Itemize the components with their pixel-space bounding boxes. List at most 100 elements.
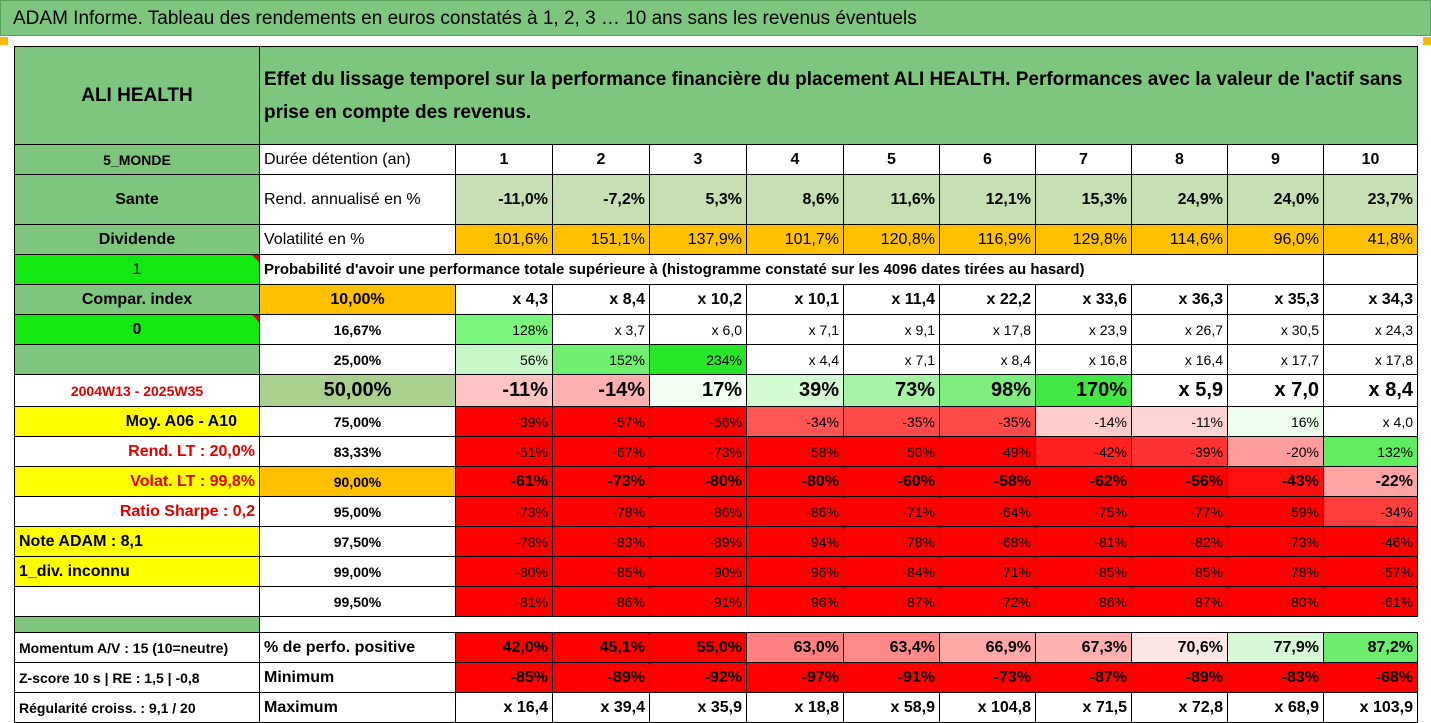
year-header: 8 (1131, 144, 1228, 175)
prob-cell: x 16,8 (1035, 344, 1132, 375)
prob-cell: -73% (552, 466, 650, 497)
prob-cell: -90% (649, 556, 747, 587)
prob-cell: x 16,4 (1131, 344, 1228, 375)
vol-label: Volatilité en % (259, 224, 456, 255)
vol-cell: 116,9% (939, 224, 1036, 255)
volat-lt-label: Volat. LT : 99,8% (14, 466, 260, 497)
min-cell: -85% (455, 662, 553, 693)
prob-cell: 39% (746, 374, 844, 407)
dividend-label: Dividende (14, 224, 260, 255)
rend-cell: 15,3% (1035, 174, 1132, 225)
prob-cell: -42% (1035, 436, 1132, 467)
prob-cell: -46% (1323, 526, 1418, 557)
min-cell: -89% (1131, 662, 1228, 693)
prob-cell: -49% (939, 436, 1036, 467)
report-title: ADAM Informe. Tableau des rendements en … (0, 0, 1431, 36)
bottom-row: Régularité croiss. : 9,1 / 20 Maximum x 16… (14, 692, 1418, 723)
sector-label: Sante (14, 174, 260, 225)
spacer-row (14, 616, 1418, 633)
prob-title-row: 1 Probabilité d'avoir une performance to… (14, 254, 1418, 285)
prob-cell: -78% (843, 526, 940, 557)
empty-cell (14, 344, 260, 375)
year-header: 1 (455, 144, 553, 175)
prob-cell: -78% (1227, 556, 1324, 587)
prob-cell: -87% (1131, 586, 1228, 617)
prob-cell: -86% (649, 496, 747, 527)
prob-cell: -96% (746, 556, 844, 587)
empty-cell (1323, 254, 1418, 285)
probability-label: 50,00% (259, 374, 456, 407)
year-header: 9 (1227, 144, 1324, 175)
prob-cell: x 5,9 (1131, 374, 1228, 407)
prob-cell: -85% (552, 556, 650, 587)
prob-cell: -61% (455, 466, 553, 497)
prob-cell: -60% (843, 466, 940, 497)
prob-cell: -80% (649, 466, 747, 497)
prob-cell: x 34,3 (1323, 284, 1418, 315)
pos-cell: 70,6% (1131, 632, 1228, 663)
max-cell: x 68,9 (1227, 692, 1324, 723)
prob-cell: -43% (1227, 466, 1324, 497)
prob-cell: x 24,3 (1323, 314, 1418, 345)
prob-row: 0 16,67% 128% x 3,7 x 6,0 x 7,1 x 9,1 x 17,8 x 2… (14, 314, 1418, 345)
year-header: 2 (552, 144, 650, 175)
prob-cell: -96% (746, 586, 844, 617)
rend-cell: 12,1% (939, 174, 1036, 225)
vol-cell: 101,7% (746, 224, 844, 255)
rend-cell: 24,9% (1131, 174, 1228, 225)
prob-row: 99,50% -81% -86% -91% -96% -87% -72% -86% -87% -8… (14, 586, 1418, 617)
note-label: Note ADAM : 8,1 (14, 526, 260, 557)
period-label: 2004W13 - 2025W35 (14, 374, 260, 407)
prob-cell: 234% (649, 344, 747, 375)
probability-label: 16,67% (259, 314, 456, 345)
prob-cell: -71% (843, 496, 940, 527)
probability-label: 75,00% (259, 406, 456, 437)
rend-cell: 11,6% (843, 174, 940, 225)
prob-cell: x 10,2 (649, 284, 747, 315)
prob-cell: 16% (1227, 406, 1324, 437)
prob-cell: -61% (1323, 586, 1418, 617)
vol-cell: 137,9% (649, 224, 747, 255)
prob-cell: x 7,1 (843, 344, 940, 375)
year-header: 5 (843, 144, 940, 175)
prob-cell: x 3,7 (552, 314, 650, 345)
max-label: Maximum (259, 692, 456, 723)
div-label: 1_div. inconnu (14, 556, 260, 587)
prob-cell: -83% (552, 526, 650, 557)
prob-cell: -34% (1323, 496, 1418, 527)
probability-label: 83,33% (259, 436, 456, 467)
rend-cell: 5,3% (649, 174, 747, 225)
prob-cell: -51% (455, 436, 553, 467)
prob-cell: -35% (843, 406, 940, 437)
max-cell: x 104,8 (939, 692, 1036, 723)
prob-cell: -86% (1035, 586, 1132, 617)
prob-cell: -78% (455, 526, 553, 557)
prob-cell: -20% (1227, 436, 1324, 467)
prob-cell: x 33,6 (1035, 284, 1132, 315)
prob-row: 25,00% 56% 152% 234% x 4,4 x 7,1 x 8,4 x 16,8 x … (14, 344, 1418, 375)
prob-row: Compar. index 10,00% x 4,3 x 8,4 x 10,2 x 10,… (14, 284, 1418, 315)
prob-cell: x 4,3 (455, 284, 553, 315)
prob-cell: -11% (455, 374, 553, 407)
year-header: 6 (939, 144, 1036, 175)
dividend-value: 1 (14, 254, 260, 285)
bottom-row: Z-score 10 s | RE : 1,5 | -0,8 Minimum -85… (14, 662, 1418, 693)
prob-cell: -39% (455, 406, 553, 437)
prob-cell: -73% (649, 436, 747, 467)
min-cell: -91% (843, 662, 940, 693)
pos-cell: 55,0% (649, 632, 747, 663)
prob-cell: x 30,5 (1227, 314, 1324, 345)
prob-cell: -71% (939, 556, 1036, 587)
prob-cell: -64% (939, 496, 1036, 527)
prob-cell: -59% (1227, 496, 1324, 527)
corner-marker (0, 37, 8, 45)
prob-cell: x 35,3 (1227, 284, 1324, 315)
zone-label: 5_MONDE (14, 144, 260, 175)
prob-cell: -57% (552, 406, 650, 437)
min-label: Minimum (259, 662, 456, 693)
prob-cell: -86% (746, 496, 844, 527)
vol-cell: 114,6% (1131, 224, 1228, 255)
duration-row: 5_MONDE Durée détention (an) 1 2 3 4 5 6 7 8 9 10 (14, 144, 1418, 175)
min-cell: -68% (1323, 662, 1418, 693)
pos-cell: 42,0% (455, 632, 553, 663)
